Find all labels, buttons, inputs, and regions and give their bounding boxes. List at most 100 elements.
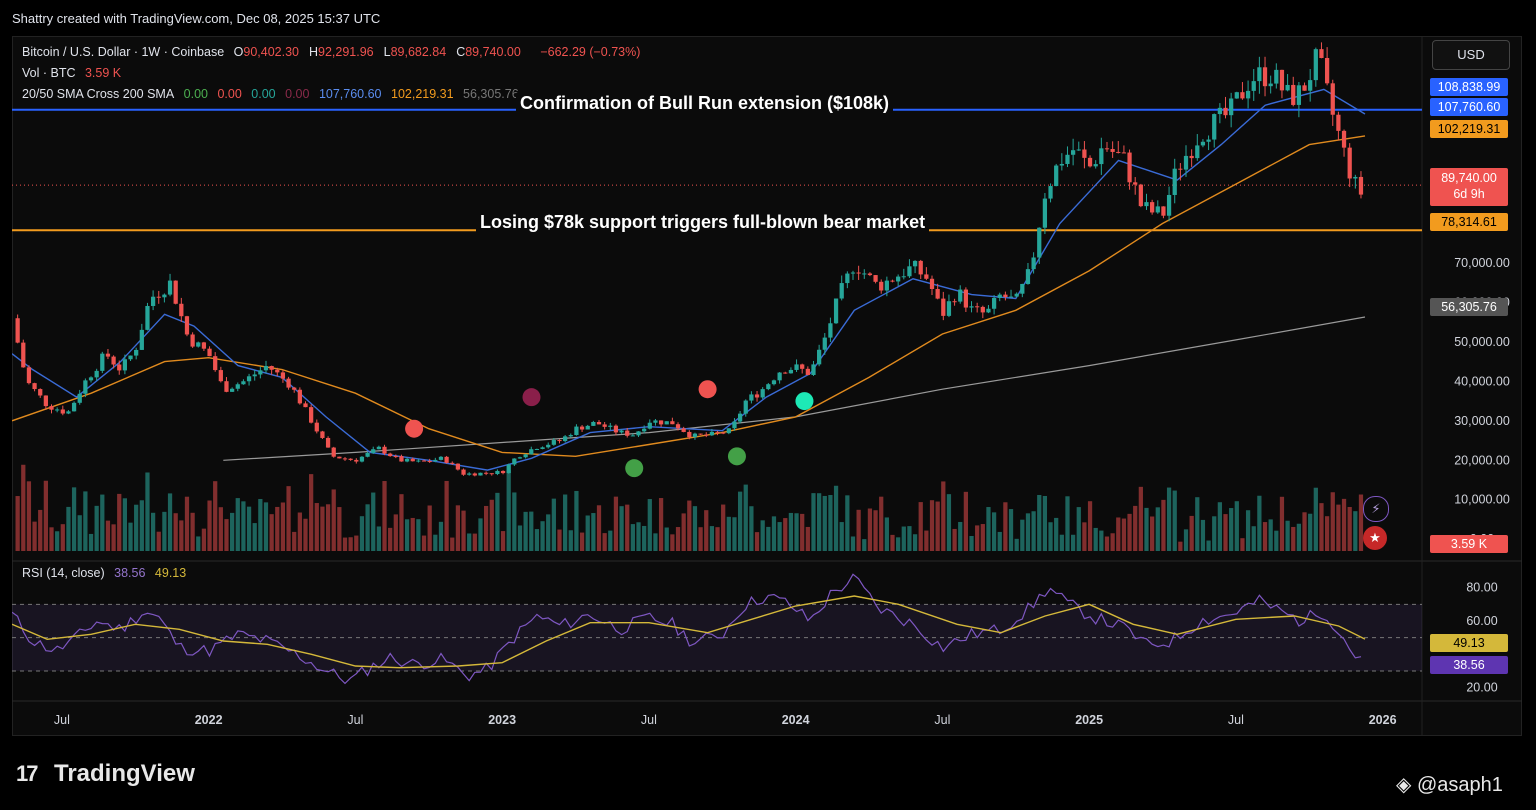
volume-bar — [941, 481, 946, 551]
candle-body — [258, 370, 263, 375]
volume-bar — [354, 535, 359, 551]
candle-body — [150, 296, 156, 306]
candle-body — [134, 349, 139, 356]
volume-bar — [687, 500, 692, 551]
volume-bar — [1048, 522, 1053, 551]
symbol-title[interactable]: Bitcoin / U.S. Dollar · 1W · Coinbase — [22, 45, 225, 59]
volume-bar — [704, 510, 709, 551]
candle-body — [1076, 149, 1081, 151]
candle-body — [88, 377, 94, 381]
volume-bar — [337, 507, 342, 551]
volume-bar — [467, 533, 472, 551]
candle-body — [975, 306, 980, 308]
volume-bar — [619, 506, 624, 551]
volume-bar — [867, 508, 873, 551]
candle-body — [1116, 151, 1121, 153]
volume-bar — [563, 494, 568, 551]
tradingview-logo[interactable]: 17 TradingView — [16, 760, 195, 788]
candle-body — [1358, 176, 1364, 195]
candle-body — [1161, 206, 1166, 216]
candle-body — [201, 342, 207, 349]
time-tick-label: Jul — [1228, 713, 1244, 727]
candle-body — [1330, 83, 1335, 115]
volume-bar — [71, 487, 77, 551]
volume-bar — [173, 513, 178, 551]
candle-body — [1262, 67, 1268, 87]
candle-body — [822, 337, 827, 350]
candle-body — [1229, 98, 1234, 116]
volume-bar — [365, 504, 370, 551]
volume-bar — [901, 526, 906, 551]
volume-bar — [856, 509, 861, 551]
volume-bar — [1274, 530, 1279, 551]
volume-bar — [461, 510, 466, 551]
candle-body — [704, 434, 709, 436]
rsi-label[interactable]: RSI (14, close) — [22, 566, 105, 580]
volume-bar — [546, 514, 551, 551]
volume-bar — [647, 499, 652, 551]
volume-bar — [975, 525, 980, 551]
candle-body — [450, 462, 455, 464]
volume-bar — [15, 496, 20, 551]
volume-bar — [382, 481, 387, 551]
volume-bar — [122, 498, 128, 551]
ohlc-label: O — [233, 45, 244, 59]
author-handle[interactable]: ◈ @asaph1 — [1396, 772, 1503, 797]
candle-body — [800, 364, 805, 369]
volume-bar — [579, 532, 585, 551]
us-flag-icon[interactable]: ★ — [1363, 526, 1387, 550]
ohlc-o: O90,402.30 — [234, 45, 305, 59]
chart-canvas[interactable]: 70,000.0060,000.0050,000.0040,000.0030,0… — [12, 36, 1522, 736]
price-label-volume: 3.59 K — [1430, 535, 1508, 553]
volume-bar — [207, 500, 212, 551]
candle-body — [901, 276, 906, 278]
volume-bar — [230, 512, 235, 551]
candle-body — [929, 278, 935, 290]
time-tick-label: Jul — [54, 713, 70, 727]
volume-bar — [66, 506, 71, 551]
volume-bars — [15, 464, 1364, 551]
time-tick-label: Jul — [641, 713, 657, 727]
volume-bar — [884, 517, 889, 551]
volume-bar — [1025, 513, 1031, 551]
candle-body — [263, 366, 269, 371]
rsi-tick-label: 60.00 — [1466, 614, 1497, 628]
volume-bar — [754, 532, 760, 551]
candle-body — [579, 426, 585, 430]
currency-button[interactable]: USD — [1432, 40, 1510, 70]
sma-20-line — [12, 88, 1366, 471]
volume-bar — [280, 502, 286, 551]
rsi-tick-label: 20.00 — [1466, 681, 1497, 695]
candle-body — [839, 283, 844, 299]
candle-body — [38, 389, 43, 396]
volume-bar — [879, 496, 884, 551]
volume-bar — [828, 495, 833, 551]
volume-bar — [653, 533, 658, 551]
candle-body — [1212, 114, 1217, 140]
sma-value-3: 0.00 — [251, 87, 276, 101]
candle-body — [230, 388, 235, 392]
candle-body — [77, 393, 82, 403]
candle-body — [275, 369, 280, 373]
volume-bar — [60, 524, 65, 551]
volume-bar — [1155, 507, 1160, 551]
volume-bar — [495, 492, 500, 551]
lightning-icon[interactable]: ⚡ — [1363, 496, 1389, 522]
candle-body — [325, 437, 331, 448]
volume-bar — [1257, 495, 1262, 551]
volume-bar — [737, 491, 743, 551]
volume-label[interactable]: Vol · BTC — [22, 66, 76, 80]
candle-body — [1008, 296, 1014, 298]
volume-bar — [540, 521, 545, 551]
candle-body — [269, 366, 274, 370]
candle-body — [331, 447, 336, 457]
ohlc-value: 89,740.00 — [465, 45, 521, 59]
volume-bar — [320, 506, 325, 551]
candle-body — [117, 364, 122, 371]
candle-body — [540, 447, 545, 449]
volume-bar — [833, 485, 839, 551]
sma-label[interactable]: 20/50 SMA Cross 200 SMA — [22, 87, 175, 101]
candle-body — [399, 456, 404, 462]
candle-body — [173, 280, 178, 304]
legend-rsi: RSI (14, close) 38.56 49.13 — [22, 566, 192, 580]
